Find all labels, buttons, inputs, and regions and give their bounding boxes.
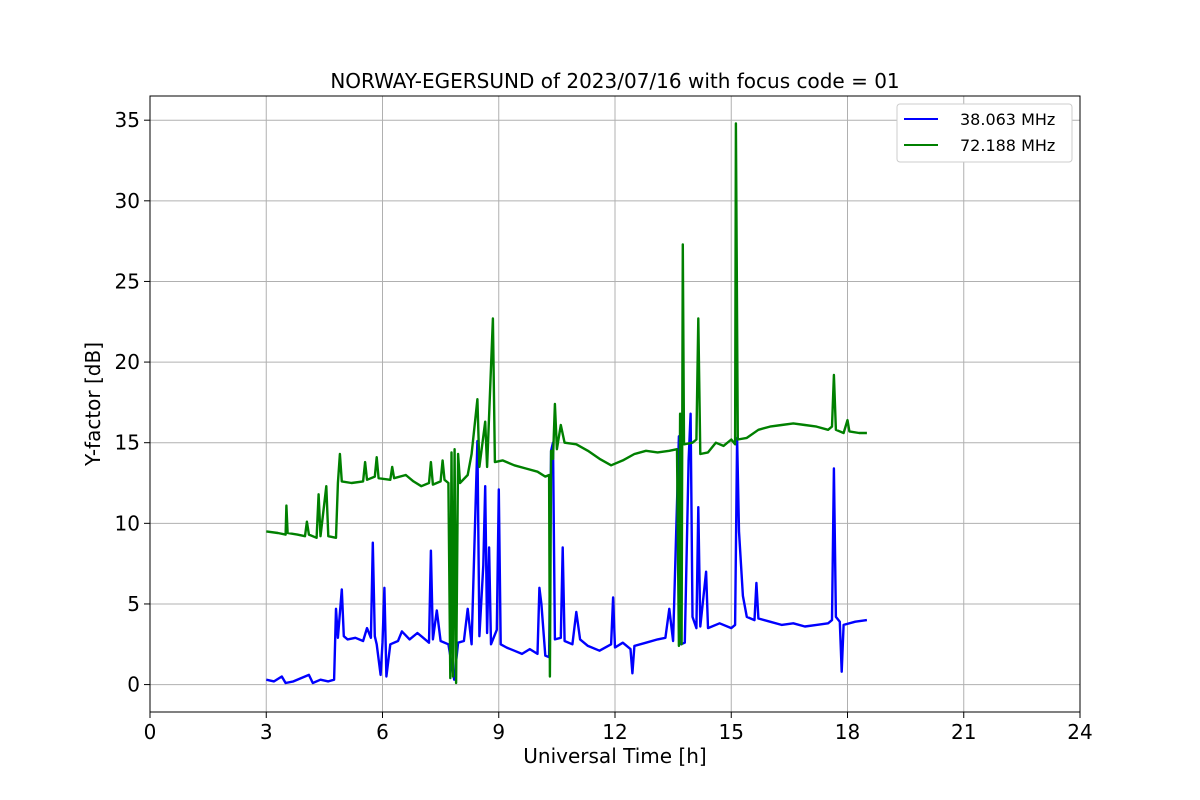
x-tick-label: 3 [260, 720, 273, 744]
y-tick-label: 10 [115, 511, 140, 535]
legend-label-38mhz: 38.063 MHz [960, 110, 1055, 129]
y-tick-label: 30 [115, 189, 140, 213]
x-tick-label: 0 [144, 720, 157, 744]
x-tick-label: 18 [835, 720, 860, 744]
chart-title: NORWAY-EGERSUND of 2023/07/16 with focus… [330, 69, 899, 93]
y-axis-label: Y-factor [dB] [81, 342, 105, 467]
y-tick-label: 20 [115, 350, 140, 374]
legend-frame [896, 103, 1073, 163]
x-tick-label: 15 [719, 720, 744, 744]
series-layer [266, 122, 868, 685]
y-tick-label: 35 [115, 108, 140, 132]
y-tick-label: 25 [115, 269, 140, 293]
y-tick-label: 15 [115, 431, 140, 455]
axis-ticks: 0 3 6 9 12 15 18 21 24 0 5 10 15 20 25 30 35 [115, 108, 1093, 744]
x-tick-label: 21 [951, 720, 976, 744]
x-axis-label: Universal Time [h] [523, 744, 706, 768]
series-line-72mhz [266, 122, 867, 685]
y-tick-label: 0 [127, 673, 140, 697]
legend-label-72mhz: 72.188 MHz [960, 136, 1055, 155]
x-tick-label: 6 [376, 720, 389, 744]
y-tick-label: 5 [127, 592, 140, 616]
x-tick-label: 12 [602, 720, 627, 744]
x-tick-label: 9 [492, 720, 505, 744]
legend: 38.063 MHz 72.188 MHz [896, 103, 1073, 163]
x-tick-label: 24 [1067, 720, 1092, 744]
